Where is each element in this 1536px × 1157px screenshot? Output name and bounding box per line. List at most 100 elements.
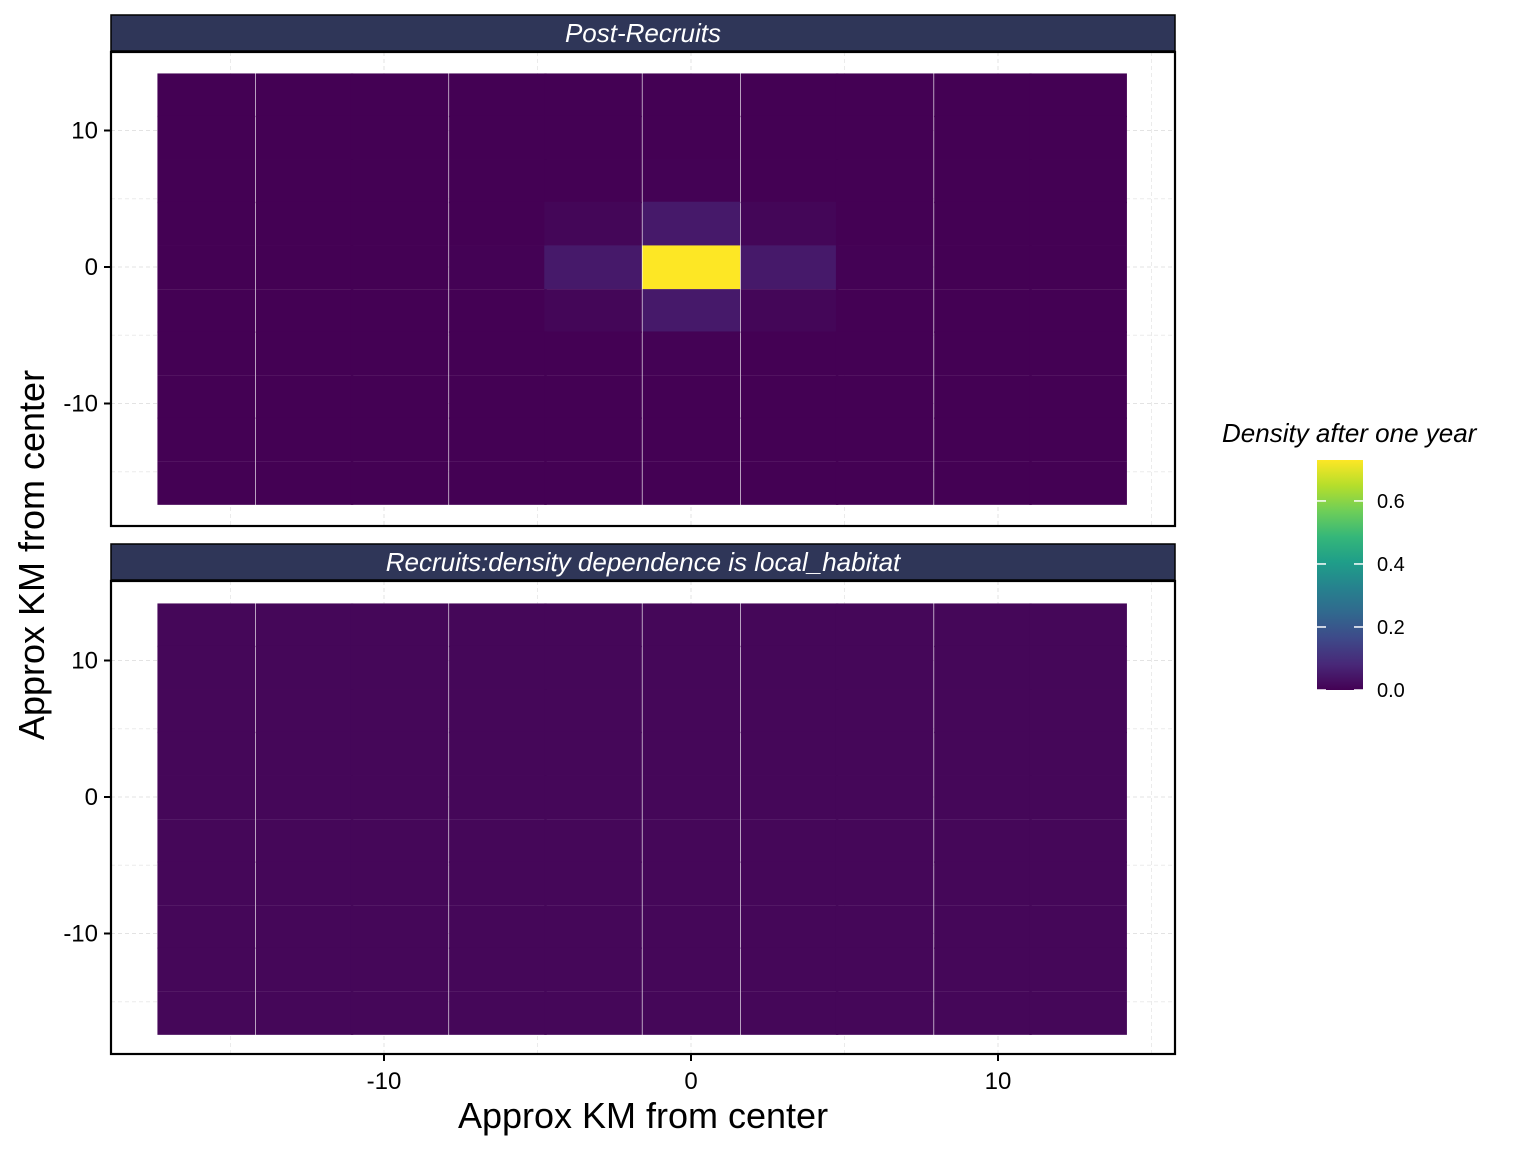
heatmap-cell — [449, 819, 547, 863]
heatmap-cell — [255, 73, 354, 118]
heatmap-cell — [157, 991, 256, 1035]
heatmap-cell — [642, 245, 741, 290]
heatmap-cell — [740, 689, 839, 734]
heatmap-cell — [642, 775, 741, 820]
heatmap-cell — [1029, 461, 1127, 505]
heatmap-cell — [642, 201, 741, 246]
heatmap-cell — [544, 947, 642, 992]
heatmap-cell — [1029, 245, 1127, 290]
heatmap-cell — [934, 245, 1032, 290]
panel-border — [109, 50, 1177, 528]
heatmap-cell — [350, 991, 449, 1035]
heatmap-cell — [350, 331, 449, 376]
heatmap-cell — [740, 645, 839, 690]
heatmap-cell — [449, 331, 547, 376]
heatmap-cell — [835, 991, 934, 1035]
heatmap-cell — [544, 375, 642, 419]
legend-tick-label: 0.4 — [1377, 554, 1405, 576]
heatmap-cell — [350, 245, 449, 290]
heatmap-cell — [642, 417, 741, 462]
heatmap-cell — [350, 603, 449, 648]
heatmap-cell — [835, 603, 934, 648]
heatmap-cell — [1029, 73, 1127, 118]
heatmap-cell — [350, 861, 449, 906]
heatmap-cell — [449, 417, 547, 462]
heatmap-cell — [1029, 159, 1127, 204]
heatmap-cell — [255, 645, 354, 690]
heatmap-cell — [740, 289, 839, 333]
panel-border — [109, 579, 1177, 1056]
heatmap-cell — [157, 201, 256, 246]
heatmap-cell — [449, 689, 547, 734]
heatmap-cell — [740, 201, 839, 246]
heatmap-cell — [255, 245, 354, 290]
heatmap-cell — [835, 201, 934, 246]
heatmap-cell — [1029, 947, 1127, 992]
heatmap-cell — [642, 331, 741, 376]
heatmap-cell — [835, 375, 934, 419]
heatmap-cell — [642, 73, 741, 118]
heatmap-cell — [835, 461, 934, 505]
heatmap-cell — [255, 947, 354, 992]
heatmap-cell — [449, 73, 547, 118]
heatmap-cell — [835, 289, 934, 333]
heatmap-cell — [157, 775, 256, 820]
heatmap-cell — [544, 245, 642, 290]
y-axis-title: Approx KM from center — [11, 370, 52, 740]
heatmap-cell — [642, 289, 741, 333]
heatmap-cell — [740, 819, 839, 863]
heatmap-cell — [157, 905, 256, 949]
heatmap-cell — [157, 819, 256, 863]
heatmap-cell — [255, 731, 354, 776]
legend: Density after one year 0.0 0.2 0.4 0.6 — [1222, 418, 1478, 702]
heatmap-cell — [934, 159, 1032, 204]
heatmap-cell — [157, 331, 256, 376]
heatmap-cell — [157, 861, 256, 906]
heatmap-cell — [255, 861, 354, 906]
heatmap-cell — [642, 947, 741, 992]
heatmap-cell — [934, 289, 1032, 333]
heatmap-cell — [544, 689, 642, 734]
heatmap-cell — [544, 991, 642, 1035]
heatmap-cell — [449, 245, 547, 290]
heatmap-cell — [1029, 905, 1127, 949]
heatmap-cell — [544, 775, 642, 820]
facet-panel: Recruits:density dependence is local_hab… — [63, 543, 1177, 1056]
heatmap-cell — [934, 417, 1032, 462]
heatmap-cell — [544, 819, 642, 863]
heatmap-cell — [350, 689, 449, 734]
heatmap-cell — [740, 947, 839, 992]
heatmap-cell — [740, 775, 839, 820]
heatmap-cell — [544, 417, 642, 462]
heatmap-cell — [350, 115, 449, 160]
heatmap-cell — [544, 115, 642, 160]
heatmap-cell — [934, 603, 1032, 648]
heatmap-cell — [642, 115, 741, 160]
heatmap-cell — [449, 905, 547, 949]
y-tick-label: -10 — [63, 391, 98, 418]
heatmap-cell — [934, 731, 1032, 776]
heatmap-cell — [449, 461, 547, 505]
heatmap-cell — [835, 861, 934, 906]
heatmap-cell — [835, 689, 934, 734]
heatmap-cell — [350, 947, 449, 992]
heatmap-cell — [255, 201, 354, 246]
heatmap-cell — [1029, 991, 1127, 1035]
heatmap-cell — [740, 331, 839, 376]
heatmap-cell — [642, 461, 741, 505]
heatmap-cell — [157, 603, 256, 648]
heatmap-cell — [934, 947, 1032, 992]
heatmap-cell — [544, 461, 642, 505]
legend-colorbar — [1317, 460, 1363, 690]
heatmap-cell — [544, 159, 642, 204]
heatmap-cell — [157, 159, 256, 204]
heatmap-cell — [157, 731, 256, 776]
heatmap-cell — [1029, 645, 1127, 690]
heatmap-cell — [1029, 417, 1127, 462]
x-tick-label: -10 — [367, 1068, 402, 1095]
heatmap-cell — [1029, 775, 1127, 820]
heatmap-cell — [350, 375, 449, 419]
legend-tick-label: 0.0 — [1377, 680, 1405, 702]
x-axis-title: Approx KM from center — [458, 1095, 828, 1136]
